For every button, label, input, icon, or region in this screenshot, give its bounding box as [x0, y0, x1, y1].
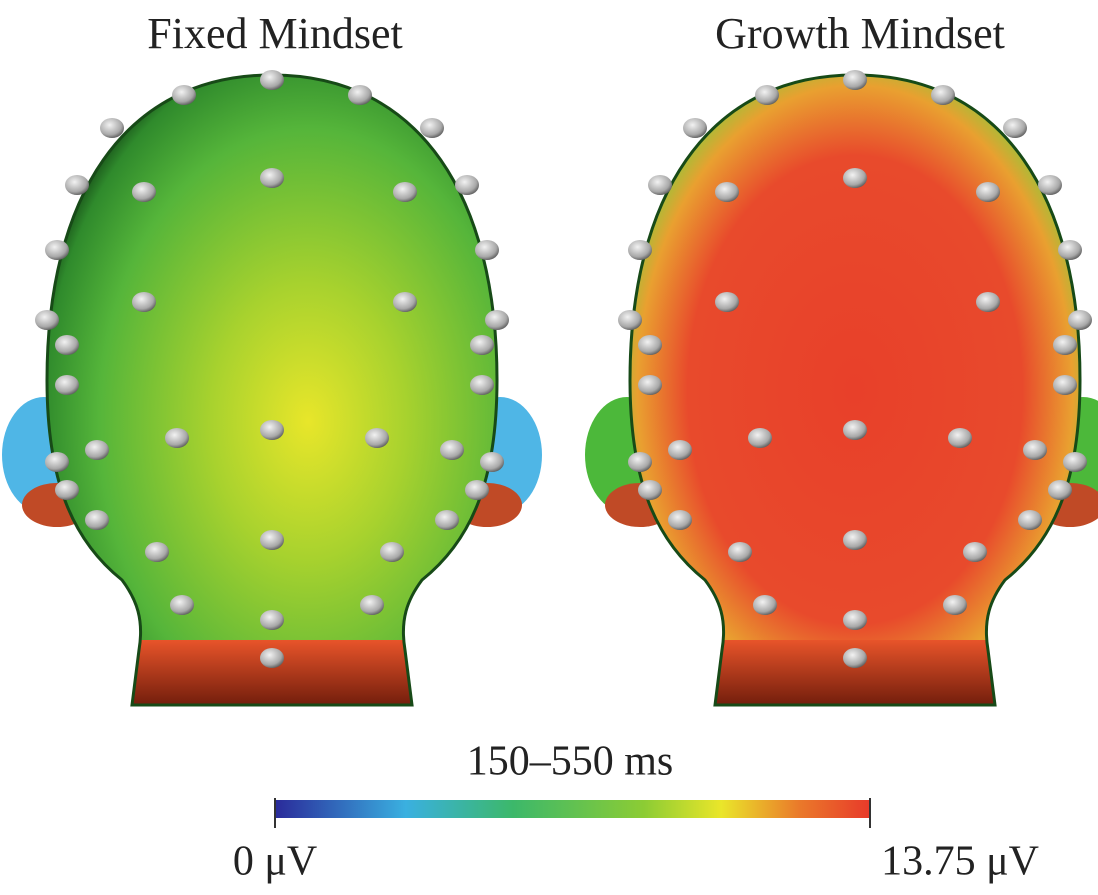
electrode [728, 542, 752, 562]
electrode [843, 648, 867, 668]
electrode [393, 182, 417, 202]
electrode [260, 648, 284, 668]
colorbar-max-label: 13.75 μV [881, 839, 1039, 885]
electrode [260, 420, 284, 440]
electrode [65, 175, 89, 195]
electrode [843, 168, 867, 188]
panel-title: Growth Mindset [715, 9, 1005, 58]
electrode [638, 335, 662, 355]
electrode [648, 175, 672, 195]
electrode [360, 595, 384, 615]
electrode [55, 480, 79, 500]
electrode [668, 440, 692, 460]
electrode [976, 292, 1000, 312]
head-growth [585, 70, 1098, 707]
electrode [628, 452, 652, 472]
electrode [1063, 452, 1087, 472]
electrode [480, 452, 504, 472]
electrode [170, 595, 194, 615]
electrode [715, 182, 739, 202]
electrode [435, 510, 459, 530]
electrode [843, 420, 867, 440]
electrode [260, 530, 284, 550]
electrode [931, 85, 955, 105]
electrode [683, 118, 707, 138]
electrode [420, 118, 444, 138]
electrode [948, 428, 972, 448]
colorbar [275, 800, 870, 818]
electrode [35, 310, 59, 330]
electrode [475, 240, 499, 260]
panel-title: Fixed Mindset [147, 9, 402, 58]
electrode [1023, 440, 1047, 460]
electrode [755, 85, 779, 105]
electrode [440, 440, 464, 460]
electrode [1053, 375, 1077, 395]
electrode [963, 542, 987, 562]
electrode [393, 292, 417, 312]
electrode [1003, 118, 1027, 138]
electrode [365, 428, 389, 448]
electrode [100, 118, 124, 138]
electrode [843, 70, 867, 90]
electrode [45, 452, 69, 472]
electrode [628, 240, 652, 260]
electrode [260, 70, 284, 90]
electrode [1068, 310, 1092, 330]
electrode [260, 168, 284, 188]
electrode [1018, 510, 1042, 530]
electrode [638, 375, 662, 395]
electrode [1038, 175, 1062, 195]
electrode [55, 375, 79, 395]
electrode [85, 510, 109, 530]
electrode [132, 182, 156, 202]
head-fixed [2, 70, 542, 707]
electrode [55, 335, 79, 355]
electrode [715, 292, 739, 312]
electrode [1058, 240, 1082, 260]
electrode [172, 85, 196, 105]
electrode [465, 480, 489, 500]
electrode [260, 610, 284, 630]
electrode [748, 428, 772, 448]
electrode [753, 595, 777, 615]
electrode [85, 440, 109, 460]
electrode [45, 240, 69, 260]
electrode [485, 310, 509, 330]
electrode [1053, 335, 1077, 355]
electrode [843, 530, 867, 550]
electrode [843, 610, 867, 630]
electrode [470, 335, 494, 355]
electrode [132, 292, 156, 312]
electrode [638, 480, 662, 500]
electrode [668, 510, 692, 530]
electrode [348, 85, 372, 105]
electrode [1048, 480, 1072, 500]
electrode [145, 542, 169, 562]
electrode [976, 182, 1000, 202]
electrode [618, 310, 642, 330]
electrode [470, 375, 494, 395]
electrode [455, 175, 479, 195]
electrode [165, 428, 189, 448]
colorbar-title: 150–550 ms [467, 739, 674, 785]
electrode [943, 595, 967, 615]
colorbar-min-label: 0 μV [233, 839, 317, 885]
electrode [380, 542, 404, 562]
